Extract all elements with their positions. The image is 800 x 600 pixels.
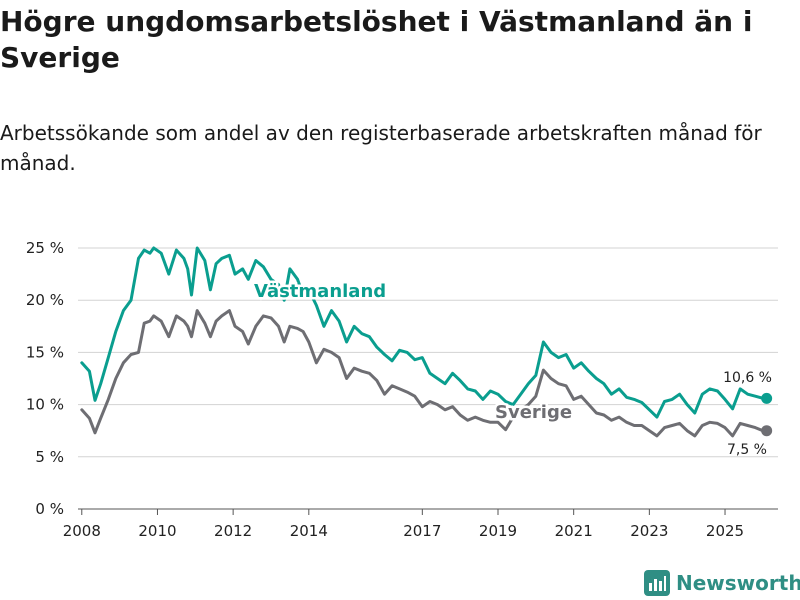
series-line-vastmanland [80, 246, 769, 419]
x-tick-label: 2021 [555, 522, 593, 540]
x-tick-label: 2017 [403, 522, 441, 540]
x-tick-label: 2023 [630, 522, 668, 540]
chart-subtitle: Arbetssökande som andel av den registerb… [0, 121, 762, 175]
x-tick-label: 2019 [479, 522, 517, 540]
chart-title: Högre ungdomsarbetslöshet i Västmanland … [0, 5, 753, 74]
y-tick-label: 20 % [26, 291, 64, 309]
end-point-vastmanland [761, 392, 773, 404]
end-point-sverige [761, 425, 773, 437]
label-layer: Västmanland Sverige 10,6 % 7,5 % [252, 279, 773, 459]
y-tick-label: 10 % [26, 396, 64, 414]
x-tick-label: 2008 [63, 522, 101, 540]
newsworthy-logo-icon [644, 570, 670, 596]
y-tick-label: 0 % [35, 500, 64, 518]
y-tick-label: 25 % [26, 239, 64, 257]
series-label-vastmanland: Västmanland [254, 281, 386, 302]
end-value-sverige: 7,5 % [727, 442, 767, 458]
x-tick-label: 2025 [706, 522, 744, 540]
brand-name: Newsworthy [676, 571, 800, 595]
series-line-sverige [80, 309, 769, 438]
y-tick-label: 5 % [35, 448, 64, 466]
end-value-vastmanland: 10,6 % [723, 370, 772, 386]
y-tick-label: 15 % [26, 343, 64, 361]
grid-layer: 0 % 5 % 10 % 15 % 20 % 25 % 2008 2010 2012 2014 20… [26, 239, 778, 540]
series-label-sverige: Sverige [495, 402, 572, 423]
series-layer [80, 246, 773, 438]
x-tick-label: 2014 [290, 522, 328, 540]
x-tick-label: 2012 [214, 522, 252, 540]
x-tick-label: 2010 [138, 522, 176, 540]
brand-logo[interactable]: Newsworthy [644, 568, 800, 598]
